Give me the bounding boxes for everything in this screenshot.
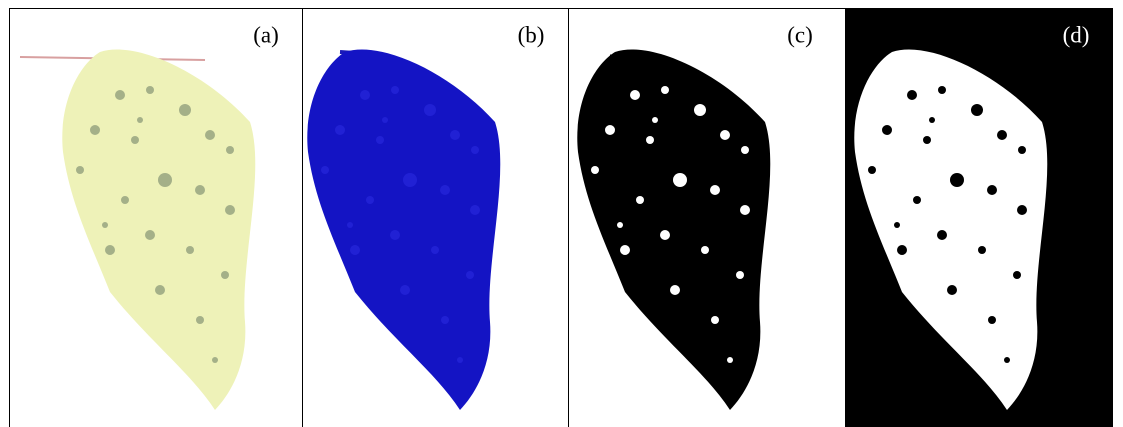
panel-label: (c) bbox=[787, 22, 813, 47]
panel-label: (a) bbox=[253, 22, 279, 47]
leaf-original bbox=[19, 49, 256, 410]
leaf-blue bbox=[307, 49, 501, 410]
leaf-mask-white bbox=[854, 49, 1048, 410]
leaf-shape bbox=[307, 49, 501, 410]
frame bbox=[9, 8, 1113, 427]
panel-label: (d) bbox=[1063, 22, 1090, 47]
leaf-shape bbox=[577, 49, 771, 410]
panel-label: (b) bbox=[518, 22, 545, 47]
leaf-mask-black bbox=[577, 49, 771, 410]
